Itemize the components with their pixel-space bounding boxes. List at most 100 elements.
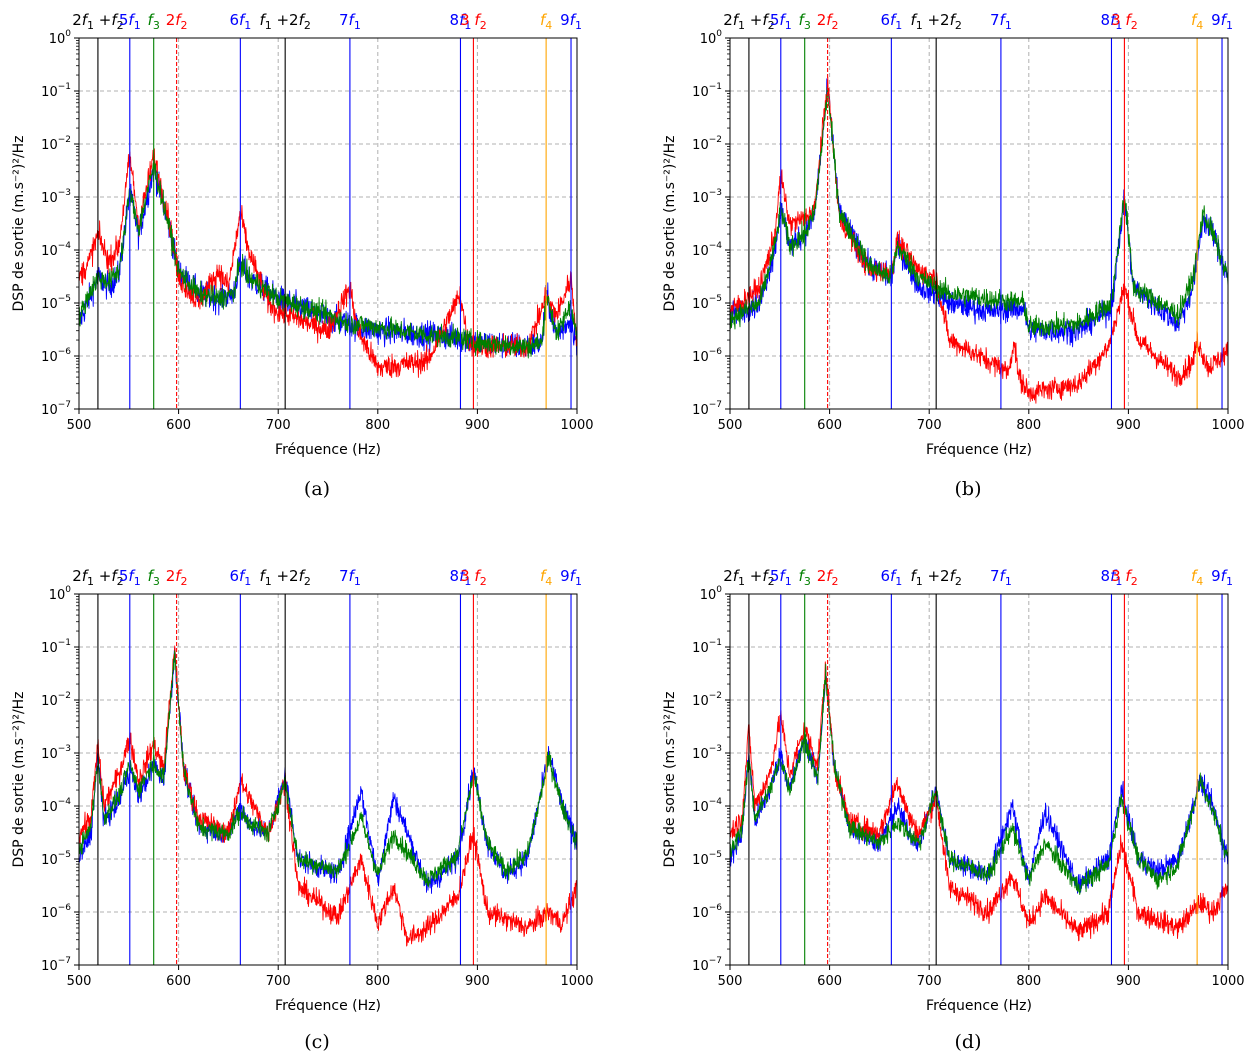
y-tick-exponent: −7 (58, 400, 71, 410)
y-tick-base: 10 (692, 403, 709, 418)
series-red (730, 661, 1228, 942)
harmonic-label-part: 1 (916, 575, 923, 588)
harmonic-label-part: f (1125, 11, 1133, 29)
x-tick-label: 900 (465, 418, 490, 433)
harmonic-label-part: f (111, 567, 119, 585)
harmonic-label-part: f (910, 567, 918, 585)
y-tick-label: 100 (49, 585, 72, 603)
y-tick-label: 10−2 (692, 691, 722, 709)
harmonic-label-part: 1 (785, 19, 792, 32)
y-tick-label: 10−3 (692, 744, 722, 762)
harmonic-label-part: 7 (339, 567, 349, 585)
harmonic-label-part: 1 (354, 19, 361, 32)
harmonic-label-part: 1 (895, 19, 902, 32)
x-tick-label: 1000 (1211, 418, 1244, 433)
y-tick-label: 10−4 (692, 797, 722, 815)
y-tick-exponent: −1 (709, 82, 722, 92)
harmonic-label-8f1: 8f1​ (450, 567, 472, 588)
series-green (79, 159, 577, 359)
chart-panel-a: 2f1​ +f2​5f1​f3​2f2​6f1​f1​ +2f2​7f1​8f1… (11, 11, 594, 500)
y-tick-exponent: 0 (65, 29, 71, 39)
y-tick-base: 10 (41, 350, 58, 365)
harmonic-label-part: f (570, 11, 578, 29)
chart-panel-d: 2f1​ +f2​5f1​f3​2f2​6f1​f1​ +2f2​7f1​8f1… (662, 567, 1245, 1053)
harmonic-label-part: 3 (153, 575, 160, 588)
harmonic-label-part: 1 (1115, 575, 1122, 588)
y-tick-exponent: −4 (58, 797, 72, 807)
harmonic-label-part: 1 (738, 19, 745, 32)
y-axis-label: DSP de sortie (m.s⁻²)²/Hz (662, 135, 678, 311)
y-tick-base: 10 (692, 800, 709, 815)
series-group (79, 148, 577, 379)
y-tick-label: 10−6 (692, 347, 722, 365)
y-tick-label: 100 (49, 29, 72, 47)
y-tick-exponent: −5 (709, 850, 722, 860)
series-red (79, 148, 577, 379)
harmonic-label-part: 4 (545, 19, 552, 32)
x-tick-label: 600 (166, 974, 191, 989)
harmonic-label-part: 2 (117, 575, 124, 588)
y-tick-label: 10−5 (41, 294, 71, 312)
harmonic-label-5f1: 5f1​ (119, 567, 141, 588)
harmonic-label-part: 2 (955, 575, 962, 588)
harmonic-label-8f1: 8f1​ (450, 11, 472, 32)
harmonic-label-part: 1 (738, 575, 745, 588)
harmonic-label-part: 8 (1101, 11, 1111, 29)
harmonic-label-part: f (1221, 567, 1229, 585)
harmonic-label-9f1: 9f1​ (1211, 567, 1233, 588)
harmonic-label-part: 2 (817, 11, 827, 29)
y-tick-exponent: −6 (709, 347, 723, 357)
harmonic-label-8f1: 8f1​ (1101, 567, 1123, 588)
y-tick-label: 100 (700, 585, 723, 603)
harmonic-label-part: 2 (723, 567, 733, 585)
harmonic-label-6f1: 6f1​ (880, 11, 902, 32)
harmonic-label-part: f (459, 567, 467, 585)
x-tick-label: 900 (1116, 974, 1141, 989)
harmonic-label-f3: f3​ (799, 567, 811, 588)
harmonic-label-part: 5 (770, 567, 780, 585)
harmonic-label-part: 4 (545, 575, 552, 588)
y-tick-base: 10 (700, 32, 717, 47)
harmonic-label-part: f (128, 567, 136, 585)
y-tick-label: 10−5 (692, 850, 722, 868)
harmonic-label-part: 1 (87, 19, 94, 32)
harmonic-label-7f1: 7f1​ (990, 11, 1012, 32)
harmonic-label-part: f (890, 567, 898, 585)
harmonic-label-part: 2 (166, 11, 176, 29)
harmonic-label-part: 5 (119, 567, 129, 585)
harmonic-label-part: 9 (560, 11, 570, 29)
harmonic-label-part: 3 (460, 567, 474, 585)
harmonic-label-part: 1 (354, 575, 361, 588)
y-tick-label: 10−7 (692, 400, 722, 418)
harmonic-label-part: 4 (1196, 575, 1203, 588)
series-group (730, 77, 1228, 404)
harmonic-label-f3: f3​ (148, 567, 160, 588)
harmonic-label-part: f (349, 11, 357, 29)
y-tick-base: 10 (41, 138, 58, 153)
harmonic-label-part: 2 (480, 575, 487, 588)
y-tick-base: 10 (41, 641, 58, 656)
harmonic-label-part: 2 (181, 19, 188, 32)
harmonic-label-part: 3 (804, 575, 811, 588)
y-axis-label: DSP de sortie (m.s⁻²)²/Hz (11, 135, 27, 311)
harmonic-label-part: f (299, 567, 307, 585)
harmonic-label-7f1: 7f1​ (339, 11, 361, 32)
harmonic-label-part: +2 (923, 11, 950, 29)
harmonic-label-part: f (1110, 11, 1118, 29)
harmonic-label-part: 2 (1131, 575, 1138, 588)
harmonic-label-part: f (570, 567, 578, 585)
harmonic-label-part: 9 (1211, 567, 1221, 585)
harmonic-label-part: 2 (181, 575, 188, 588)
harmonic-label-part: f (733, 11, 741, 29)
x-axis-label: Fréquence (Hz) (926, 998, 1032, 1014)
harmonic-label-9f1: 9f1​ (560, 567, 582, 588)
harmonic-label-part: f (148, 11, 156, 29)
y-tick-base: 10 (692, 191, 709, 206)
y-tick-base: 10 (692, 641, 709, 656)
x-tick-label: 800 (365, 418, 390, 433)
harmonic-label-part: 4 (1196, 19, 1203, 32)
x-tick-label: 900 (1116, 418, 1141, 433)
harmonic-label-part: f (1191, 11, 1199, 29)
harmonic-label-part: +2 (272, 11, 299, 29)
